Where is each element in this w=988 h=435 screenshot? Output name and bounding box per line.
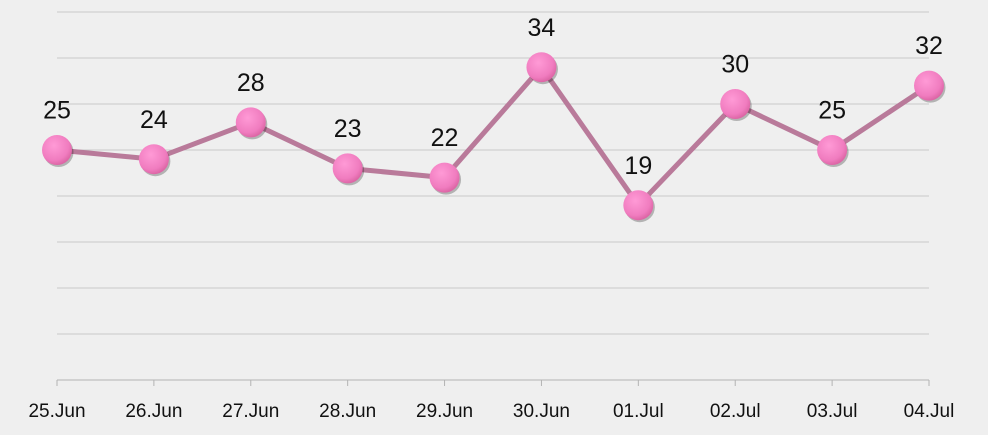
x-tick-label: 04.Jul xyxy=(904,401,955,422)
data-label: 28 xyxy=(237,69,265,97)
data-label: 34 xyxy=(528,14,556,42)
data-label: 32 xyxy=(915,32,943,60)
data-point xyxy=(914,70,944,101)
data-point xyxy=(138,144,169,175)
x-tick-label: 29.Jun xyxy=(416,401,473,422)
data-point xyxy=(332,153,363,184)
x-tick-label: 25.Jun xyxy=(28,401,85,422)
data-point xyxy=(526,52,557,83)
data-label: 22 xyxy=(431,124,459,152)
data-label: 23 xyxy=(334,115,362,143)
x-tick-label: 01.Jul xyxy=(613,401,664,422)
data-point xyxy=(235,107,266,138)
data-point xyxy=(42,135,72,165)
data-label: 30 xyxy=(721,51,749,79)
data-point xyxy=(720,89,751,119)
data-point xyxy=(429,162,460,193)
series-line xyxy=(56,64,931,208)
x-tick-label: 27.Jun xyxy=(222,401,279,422)
data-label: 24 xyxy=(140,106,168,134)
x-tick-label: 03.Jul xyxy=(807,401,858,422)
data-label: 25 xyxy=(818,97,846,125)
x-tick-label: 02.Jul xyxy=(710,401,761,422)
x-tick-label: 30.Jun xyxy=(513,401,570,422)
x-tick-label: 28.Jun xyxy=(319,401,376,422)
data-point xyxy=(623,190,654,221)
x-tick-label: 26.Jun xyxy=(125,401,182,422)
data-label: 19 xyxy=(624,152,652,180)
data-point xyxy=(817,135,848,165)
data-label: 25 xyxy=(43,97,71,125)
